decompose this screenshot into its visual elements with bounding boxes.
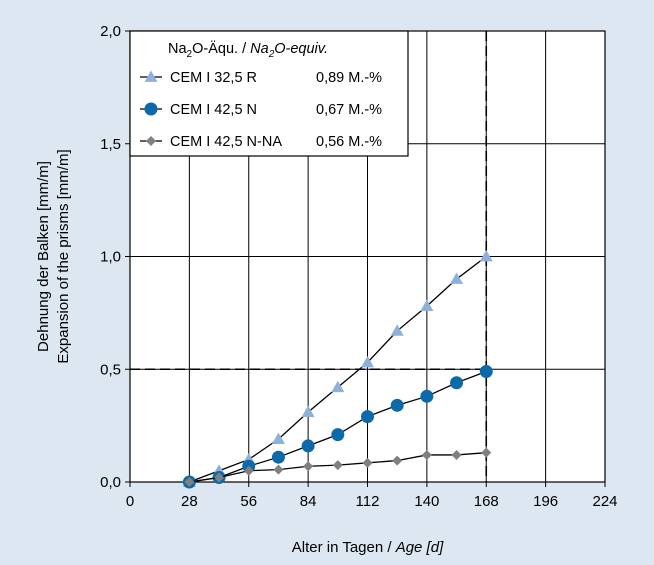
- legend-marker: [144, 70, 158, 82]
- data-point: [390, 324, 404, 336]
- y-axis-title-english: Expansion of the prisms [mm/m]: [55, 149, 72, 363]
- legend-marker: [144, 102, 158, 116]
- x-tick-label: 0: [126, 493, 134, 510]
- x-tick-label: 112: [356, 493, 380, 510]
- y-tick-label: 0,5: [100, 361, 121, 378]
- data-point: [451, 449, 462, 460]
- x-tick-label: 56: [240, 493, 257, 510]
- data-point: [331, 380, 345, 393]
- data-point: [479, 365, 493, 379]
- legend-title-subscript: 2: [187, 49, 193, 60]
- x-tick-label: 140: [414, 493, 439, 510]
- data-point: [481, 447, 492, 458]
- legend-series-na2o: 0,89 M.-%: [316, 70, 382, 86]
- y-tick-label: 2,0: [100, 23, 121, 40]
- data-point: [361, 410, 374, 424]
- data-point: [331, 428, 345, 442]
- legend-series-na2o: 0,67 M.-%: [316, 102, 382, 118]
- legend-marker: [146, 136, 156, 146]
- y-axis-title-german: Dehnung der Balken [mm/m]: [35, 161, 52, 352]
- legend-box: [129, 30, 409, 157]
- x-tick-label: 168: [474, 493, 499, 510]
- x-tick-label: 224: [592, 493, 617, 510]
- x-axis-title: Alter in Tagen / Age [d]: [292, 539, 444, 556]
- data-point: [450, 272, 464, 284]
- data-point: [332, 460, 343, 471]
- legend-title-subscript: 2: [268, 49, 275, 60]
- data-point: [420, 389, 434, 403]
- legend-series-name: CEM I 42,5 N-NA: [170, 134, 282, 150]
- data-point: [361, 355, 374, 368]
- x-tick-label: 84: [300, 493, 317, 510]
- x-tick-label: 196: [533, 493, 558, 510]
- legend-series-name: CEM I 42,5 N: [170, 102, 257, 118]
- data-point: [392, 455, 403, 466]
- x-axis-title-italic: Age [d]: [395, 539, 444, 556]
- x-axis-title-text: Alter in Tagen /: [292, 539, 396, 556]
- legend-title-part: O-Äqu. /: [192, 40, 250, 57]
- data-point: [273, 464, 284, 475]
- data-point: [420, 299, 434, 311]
- legend-series-na2o: 0,56 M.-%: [316, 134, 382, 150]
- data-point: [184, 477, 195, 487]
- legend-title-part: Na: [168, 41, 187, 57]
- data-point: [479, 250, 493, 262]
- data-point: [390, 398, 404, 412]
- legend-title-italic: O-equiv.: [274, 41, 328, 57]
- data-point: [271, 450, 285, 464]
- y-tick-label: 0,0: [100, 474, 121, 491]
- data-point: [362, 457, 373, 468]
- legend-series-name: CEM I 32,5 R: [170, 70, 257, 86]
- legend-title: Na2O-Äqu. / Na2O-equiv.: [168, 40, 328, 60]
- data-point: [301, 439, 315, 453]
- data-point: [271, 432, 285, 445]
- y-tick-label: 1,0: [100, 249, 121, 266]
- data-point: [243, 465, 254, 476]
- y-tick-label: 1,5: [100, 136, 121, 153]
- x-tick-label: 28: [181, 493, 198, 510]
- data-point: [301, 405, 315, 417]
- data-point: [450, 376, 464, 390]
- data-point: [214, 472, 225, 483]
- data-point: [303, 461, 314, 472]
- data-point: [421, 449, 432, 460]
- legend-title-italic: Na: [250, 41, 269, 57]
